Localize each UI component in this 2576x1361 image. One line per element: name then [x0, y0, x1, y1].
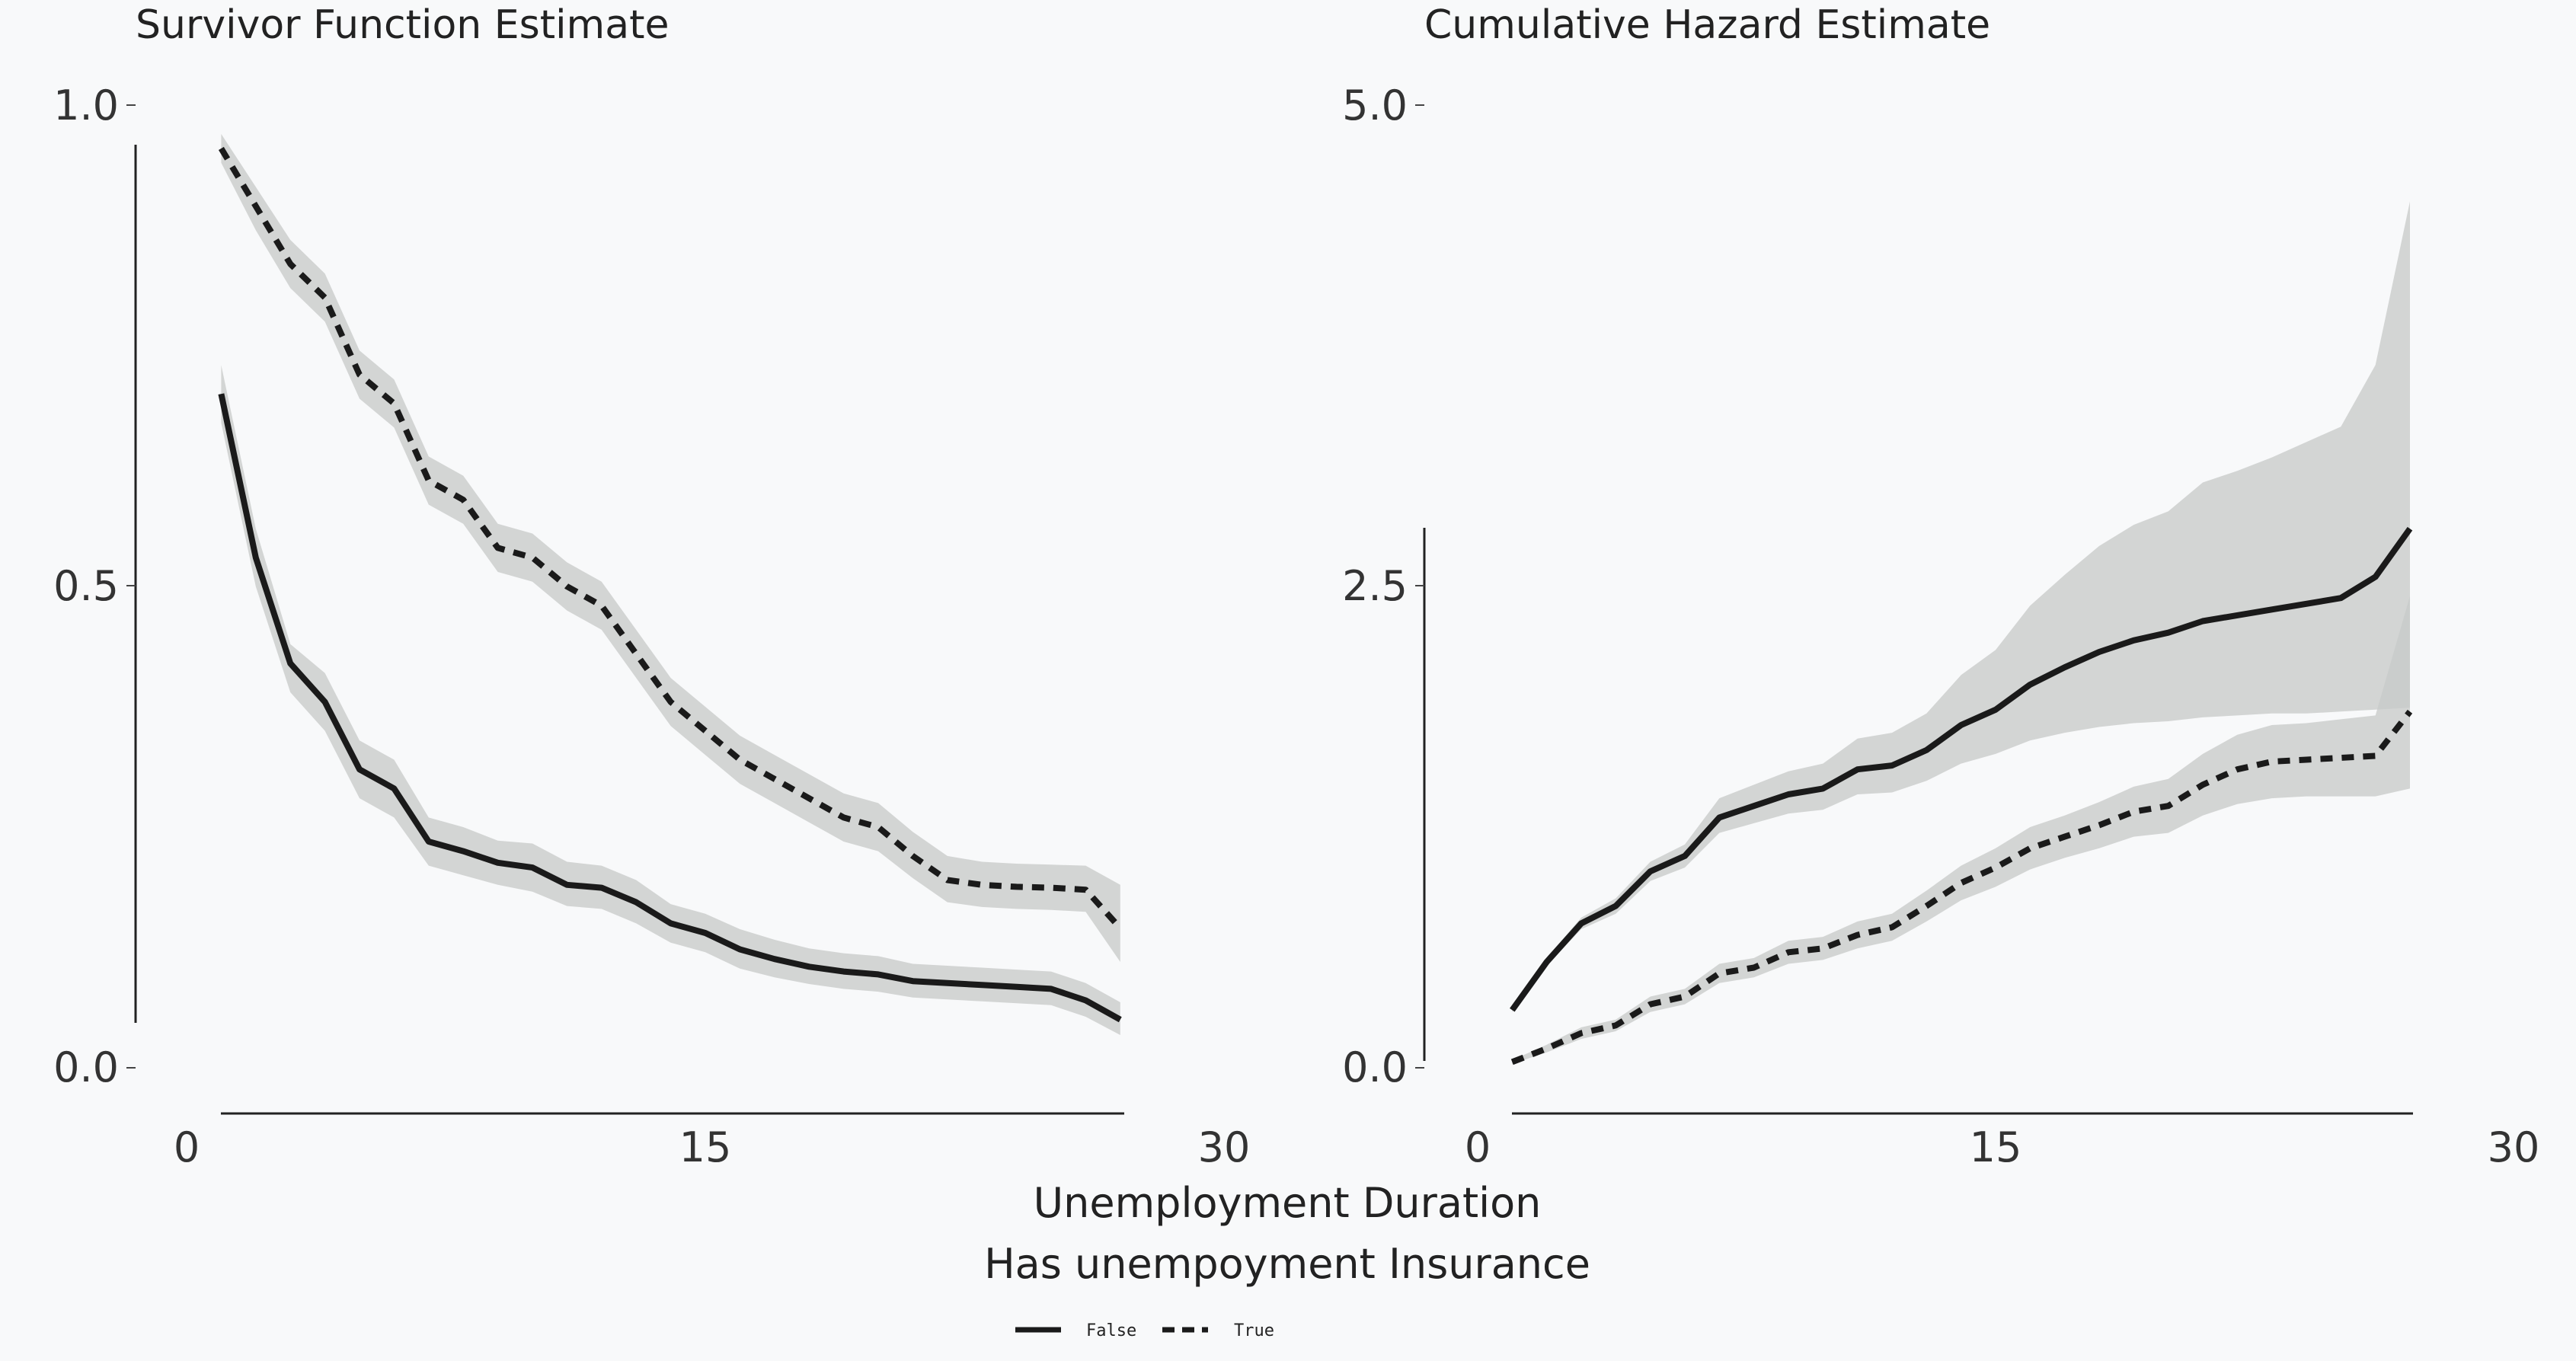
- survivor-confidence-bands: [221, 133, 1120, 1035]
- survivor-panel: Survivor Function Estimate 0.0 0.5 1.0 0…: [53, 2, 1250, 1171]
- series-line-false: [218, 393, 1122, 1023]
- survivor-x-tick-label: 30: [1198, 1123, 1251, 1171]
- confidence-band-false: [221, 365, 1120, 1035]
- survivor-x-tick-label: 0: [174, 1123, 200, 1171]
- survivor-x-ticks: 0 15 30: [174, 1123, 1251, 1171]
- survivor-y-tick-label: 0.5: [53, 562, 119, 610]
- hazard-y-tick-label: 2.5: [1342, 562, 1408, 610]
- series-line-true: [218, 146, 1123, 931]
- survivor-y-ticks: 0.0 0.5 1.0: [53, 81, 136, 1091]
- hazard-confidence-bands: [1512, 201, 2410, 1064]
- hazard-x-tick-label: 15: [1970, 1123, 2022, 1171]
- legend-title: Has unempoyment Insurance: [984, 1240, 1590, 1288]
- survivor-x-tick-label: 15: [679, 1123, 732, 1171]
- hazard-y-ticks: 0.0 2.5 5.0: [1342, 81, 1424, 1091]
- hazard-y-tick-label: 5.0: [1342, 81, 1408, 129]
- legend: Has unempoyment Insurance False True: [984, 1240, 1590, 1340]
- legend-label: False: [1086, 1321, 1136, 1340]
- hazard-x-tick-label: 30: [2488, 1123, 2540, 1171]
- x-axis-label: Unemployment Duration: [1034, 1179, 1542, 1227]
- legend-entry-true: True: [1162, 1321, 1274, 1340]
- hazard-x-ticks: 0 15 30: [1465, 1123, 2540, 1171]
- hazard-lines: [1510, 526, 2413, 1065]
- legend-label: True: [1234, 1321, 1274, 1340]
- survivor-y-tick-label: 1.0: [53, 81, 119, 129]
- confidence-band-true: [221, 133, 1120, 962]
- hazard-y-tick-label: 0.0: [1342, 1043, 1408, 1091]
- survivor-y-tick-label: 0.0: [53, 1043, 119, 1091]
- survivor-title: Survivor Function Estimate: [136, 2, 669, 48]
- survivor-lines: [218, 146, 1123, 1023]
- legend-entry-false: False: [1015, 1321, 1136, 1340]
- hazard-x-tick-label: 0: [1465, 1123, 1491, 1171]
- series-line-false: [1510, 526, 2413, 1012]
- hazard-title: Cumulative Hazard Estimate: [1424, 2, 1990, 48]
- hazard-panel: Cumulative Hazard Estimate 0.0 2.5 5.0 0…: [1342, 2, 2539, 1171]
- series-line-true: [1510, 709, 2413, 1065]
